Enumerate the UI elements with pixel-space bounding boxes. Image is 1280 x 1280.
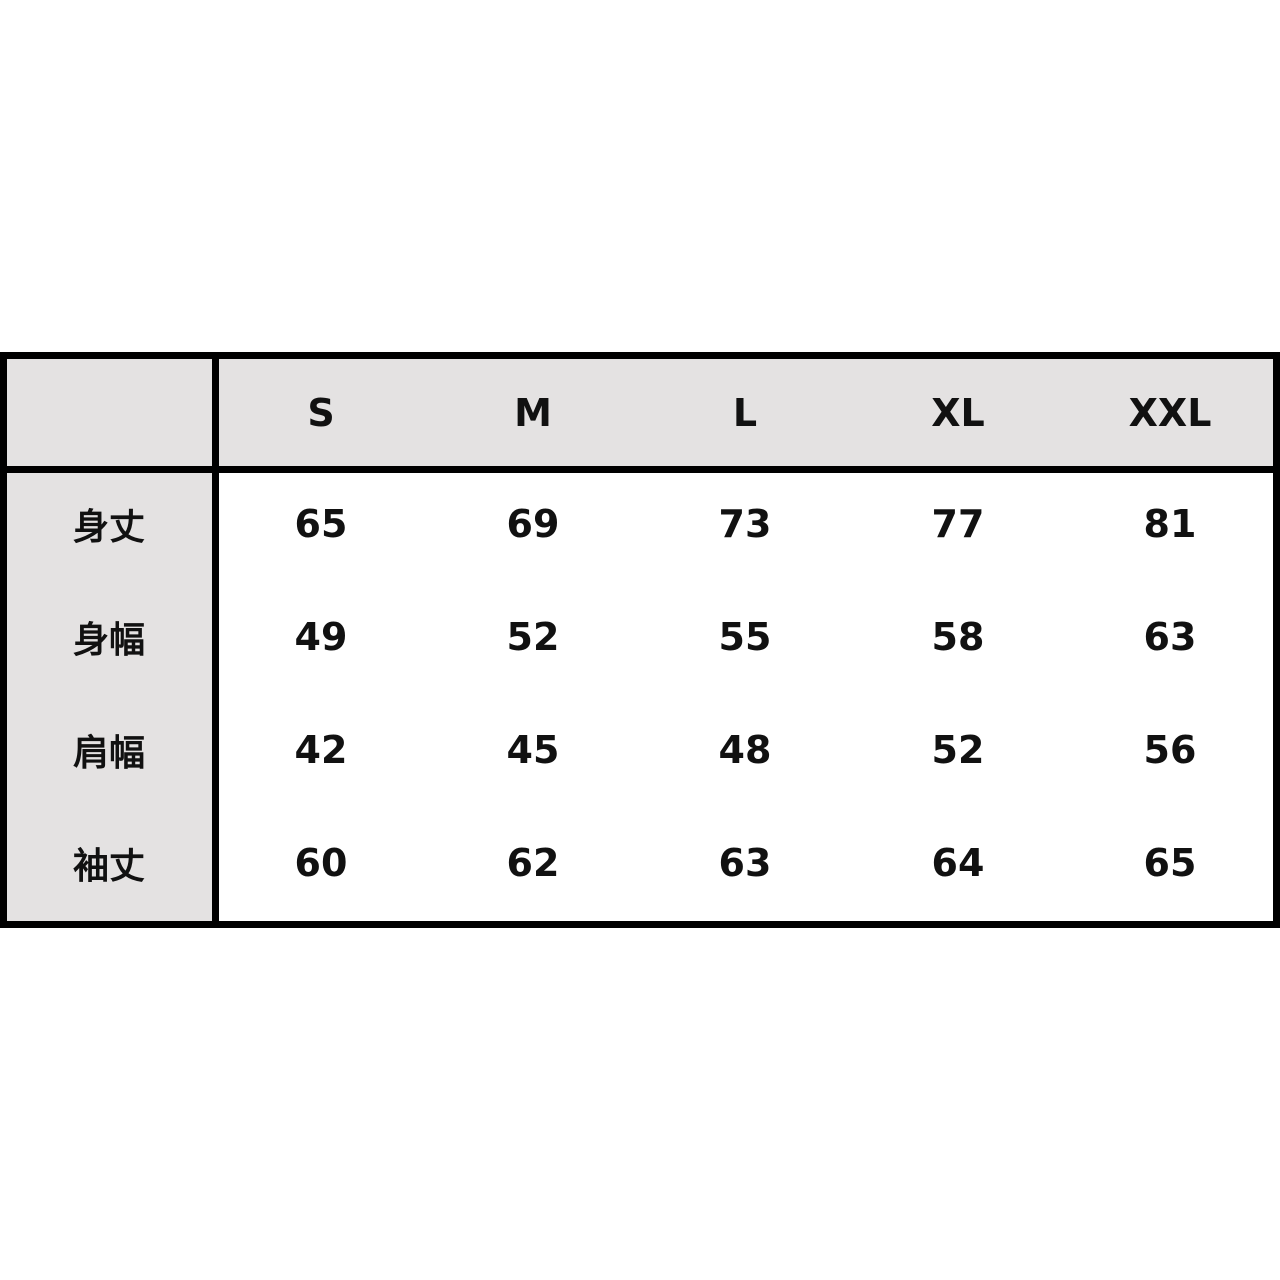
row-label: 身幅 xyxy=(72,619,145,661)
table-cell: 65 xyxy=(294,501,348,546)
table-cell: 81 xyxy=(1143,501,1197,546)
table-cell: 69 xyxy=(506,501,560,546)
table-cell: 49 xyxy=(294,614,348,659)
table-cell: 64 xyxy=(931,840,985,885)
divider-horizontal xyxy=(7,466,1273,473)
column-header-l: L xyxy=(732,390,758,435)
table-cell: 63 xyxy=(718,840,772,885)
column-header-xl: XL xyxy=(931,390,985,435)
table-cell: 52 xyxy=(506,614,560,659)
table-cell: 62 xyxy=(506,840,560,885)
row-label: 肩幅 xyxy=(72,732,145,774)
column-header-xxl: XXL xyxy=(1128,390,1212,435)
divider-vertical xyxy=(212,359,219,921)
table-cell: 56 xyxy=(1143,727,1197,772)
row-label: 身丈 xyxy=(72,506,145,548)
table-cell: 63 xyxy=(1143,614,1197,659)
column-header-m: M xyxy=(514,390,552,435)
row-label: 袖丈 xyxy=(72,845,145,887)
label-column-bg xyxy=(7,359,212,921)
size-table: S M L XL XXL 身丈 65 69 73 77 81 身幅 49 52 55 58 63 肩幅 42 45 48… xyxy=(0,352,1280,928)
column-header-s: S xyxy=(307,390,335,435)
table-cell: 58 xyxy=(931,614,985,659)
table-cell: 52 xyxy=(931,727,985,772)
table-cell: 60 xyxy=(294,840,348,885)
table-cell: 77 xyxy=(931,501,985,546)
table-cell: 48 xyxy=(718,727,772,772)
table-cell: 65 xyxy=(1143,840,1197,885)
table-cell: 42 xyxy=(294,727,348,772)
table-cell: 73 xyxy=(718,501,772,546)
table-cell: 45 xyxy=(506,727,560,772)
table-cell: 55 xyxy=(718,614,772,659)
